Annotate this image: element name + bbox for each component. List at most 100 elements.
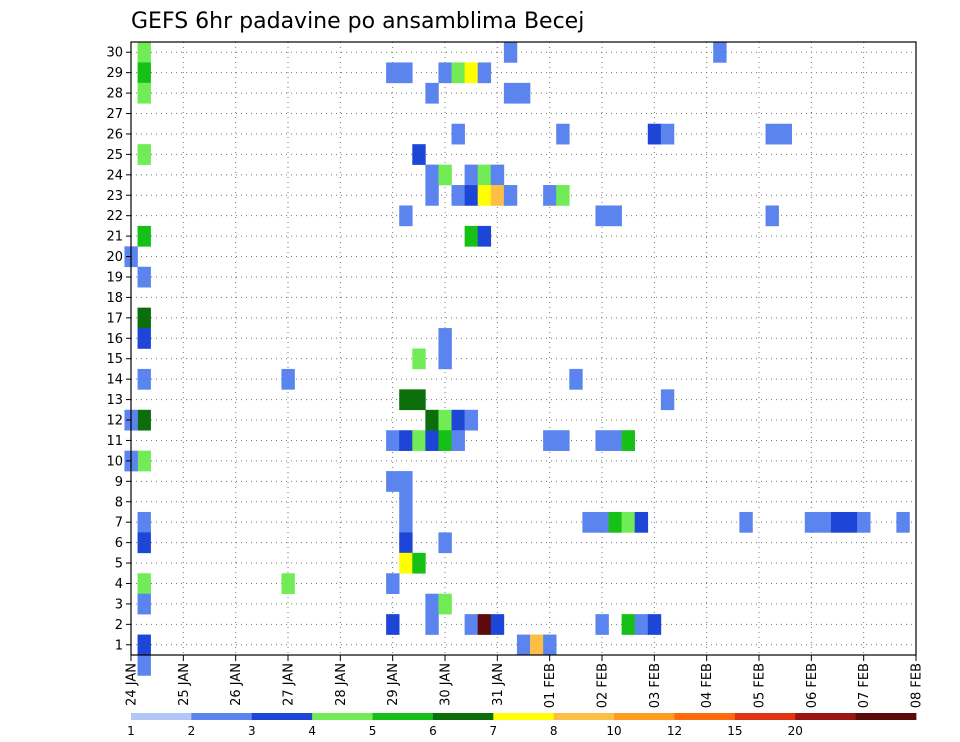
heatmap-cell (137, 144, 151, 165)
heatmap-cell (569, 368, 583, 390)
y-tick-label: 15 (106, 352, 123, 367)
heatmap-cell (438, 328, 452, 349)
y-tick-label: 4 (115, 577, 123, 592)
colorbar-label: 8 (550, 724, 558, 738)
heatmap-cell (438, 164, 452, 186)
colorbar-segment (432, 713, 494, 720)
x-tick-label: 28 JAN (334, 663, 349, 706)
heatmap-cell (543, 185, 557, 206)
heatmap-cell (137, 266, 151, 288)
heatmap-cell (399, 491, 413, 513)
heatmap-cell (595, 614, 609, 635)
heatmap-cell (137, 307, 151, 329)
heatmap-cell (399, 552, 413, 574)
heatmap-cell (857, 511, 871, 533)
colorbar-label: 7 (489, 724, 497, 738)
colorbar-segment (674, 713, 736, 720)
y-tick-label: 28 (106, 87, 123, 102)
heatmap-cell (438, 532, 452, 554)
y-tick-label: 2 (115, 618, 123, 633)
y-tick-label: 5 (115, 557, 123, 572)
heatmap-cell (556, 185, 570, 206)
colorbar-segment (614, 713, 675, 720)
y-tick-label: 12 (106, 414, 123, 429)
heatmap-cell (399, 389, 413, 411)
heatmap-cell (412, 389, 426, 411)
heatmap-cell (438, 593, 452, 615)
y-tick-label: 1 (115, 638, 123, 653)
colorbar-label: 15 (727, 724, 742, 738)
y-tick-label: 6 (115, 536, 123, 551)
colorbar-segment (372, 713, 434, 720)
heatmap-cell (137, 593, 151, 615)
y-tick-label: 29 (106, 66, 123, 81)
colorbar-label: 6 (429, 724, 437, 738)
y-tick-label: 13 (106, 393, 123, 408)
heatmap-cell (281, 368, 295, 390)
y-tick-label: 27 (106, 107, 123, 122)
heatmap-cell (438, 409, 452, 431)
chart-title: GEFS 6hr padavine po ansamblima Becej (131, 9, 584, 34)
colorbar-label: 1 (127, 724, 135, 738)
heatmap-cell (778, 123, 793, 145)
heatmap-cell (896, 511, 910, 533)
colorbar-label: 3 (248, 724, 256, 738)
heatmap-cell (386, 62, 400, 84)
heatmap-cell (412, 348, 426, 370)
heatmap-cell (438, 430, 452, 451)
heatmap-cell (438, 62, 452, 84)
heatmap-cell (543, 634, 557, 656)
heatmap-cell (386, 471, 400, 492)
heatmap-cell (451, 185, 465, 206)
heatmap-cell (425, 614, 439, 635)
heatmap-cell (490, 164, 505, 186)
y-tick-label: 7 (115, 516, 123, 531)
heatmap-cell (647, 614, 662, 635)
y-tick-label: 19 (106, 270, 123, 285)
plot-frame (130, 41, 917, 656)
y-axis: 1234567891011121314151617181920212223242… (106, 46, 131, 653)
colorbar-segment (312, 713, 373, 720)
x-tick-label: 06 FEB (805, 663, 820, 708)
colorbar-segment (493, 713, 555, 720)
heatmap-cell (582, 511, 596, 533)
y-tick-label: 17 (106, 311, 123, 326)
heatmap-cell (739, 511, 753, 533)
heatmap-cell (621, 430, 636, 451)
heatmap-cell (634, 511, 649, 533)
colorbar-legend: 1 2 3 4 5 6 7 8 10 12 15 20 (127, 713, 917, 738)
heatmap-cell (438, 348, 452, 370)
y-tick-label: 25 (106, 148, 123, 163)
heatmap-cell (399, 511, 413, 533)
heatmap-cell (464, 225, 479, 247)
colorbar-segment (191, 713, 253, 720)
y-tick-label: 20 (106, 250, 123, 265)
y-tick-label: 21 (106, 230, 123, 245)
y-tick-label: 14 (106, 373, 123, 388)
x-tick-label: 02 FEB (596, 663, 611, 708)
heatmap-cell (412, 144, 426, 165)
heatmap-cell (477, 62, 492, 84)
heatmap-cell (595, 511, 609, 533)
heatmap-cell (386, 430, 400, 451)
heatmap-cell (399, 532, 413, 554)
heatmap-cell (621, 614, 636, 635)
x-tick-label: 27 JAN (282, 663, 297, 706)
heatmap-cell (281, 573, 295, 594)
heatmap-cell (425, 409, 439, 431)
heatmap-cell (137, 532, 151, 554)
heatmap-cell (464, 409, 479, 431)
heatmap-cell (608, 511, 622, 533)
x-tick-label: 05 FEB (753, 663, 768, 708)
y-tick-label: 16 (106, 332, 123, 347)
x-tick-label: 25 JAN (177, 663, 192, 706)
heatmap-cell (451, 409, 465, 431)
heatmap-cell (503, 82, 518, 104)
colorbar-label: 2 (188, 724, 196, 738)
heatmap-cell (451, 123, 465, 145)
x-tick-label: 26 JAN (229, 663, 244, 706)
heatmap-cell (477, 614, 492, 635)
heatmap-cell (425, 164, 439, 186)
colorbar-label: 10 (606, 724, 621, 738)
heatmap-cell (530, 634, 544, 656)
